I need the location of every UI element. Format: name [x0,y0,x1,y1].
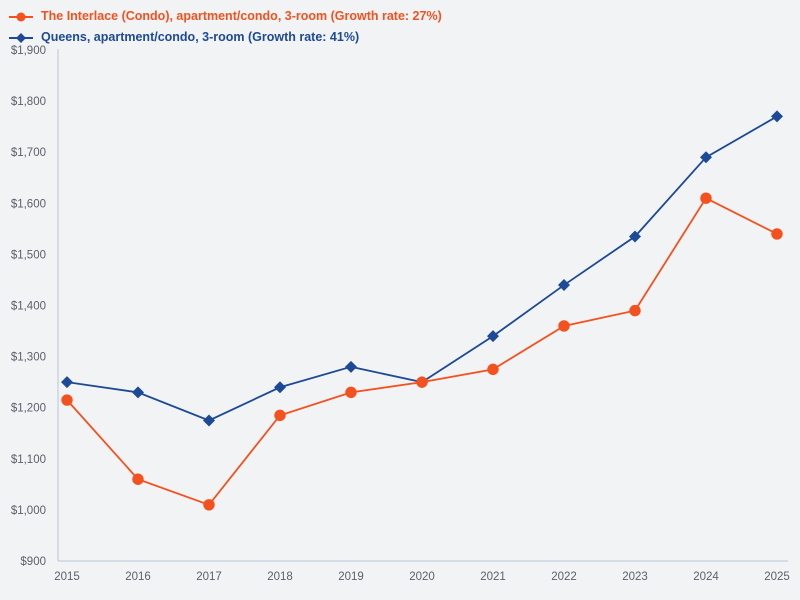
data-point-marker[interactable] [203,414,215,427]
data-point-marker[interactable] [132,386,144,399]
legend-item[interactable]: The Interlace (Condo), apartment/condo, … [8,7,442,26]
data-point-marker[interactable] [132,473,144,485]
data-point-marker[interactable] [700,192,712,204]
legend-label: The Interlace (Condo), apartment/condo, … [41,9,442,23]
circle-marker-icon [9,12,33,21]
diamond-marker-icon [9,32,33,43]
x-tick-label: 2017 [196,571,222,583]
data-point-marker[interactable] [274,409,286,422]
y-tick-label: $1,100 [11,454,46,466]
x-tick-label: 2025 [764,571,790,583]
data-point-marker[interactable] [487,330,499,343]
x-tick-label: 2020 [409,571,435,583]
x-tick-label: 2023 [622,571,648,583]
legend-label: Queens, apartment/condo, 3-room (Growth … [41,30,360,44]
data-point-marker[interactable] [629,304,641,317]
y-tick-label: $1,000 [11,505,46,517]
data-point-marker[interactable] [203,499,215,511]
y-tick-label: $1,500 [11,249,46,261]
series-line [66,197,778,506]
y-tick-label: $900 [20,556,46,568]
data-point-marker[interactable] [274,381,286,394]
x-tick-label: 2015 [54,571,80,583]
data-point-marker[interactable] [700,151,712,164]
legend-item[interactable]: Queens, apartment/condo, 3-room (Growth … [8,28,442,47]
data-point-marker[interactable] [345,386,357,399]
data-point-marker[interactable] [771,110,783,123]
y-tick-label: $1,200 [11,403,46,415]
x-tick-label: 2024 [693,571,719,583]
chart-legend: The Interlace (Condo), apartment/condo, … [8,7,442,47]
data-point-marker[interactable] [771,228,783,240]
x-tick-label: 2018 [267,571,293,583]
data-point-marker[interactable] [61,394,73,406]
data-point-marker[interactable] [345,360,357,373]
x-tick-label: 2021 [480,571,506,583]
y-tick-label: $1,700 [11,147,46,159]
x-tick-label: 2016 [125,571,151,583]
series-line [66,115,778,422]
data-point-marker[interactable] [629,230,641,243]
data-point-marker[interactable] [416,376,428,388]
y-tick-label: $1,900 [11,45,46,57]
y-tick-label: $1,300 [11,352,46,364]
y-tick-label: $1,800 [11,96,46,108]
y-tick-label: $1,600 [11,198,46,210]
x-tick-label: 2022 [551,571,577,583]
data-point-marker[interactable] [558,320,570,332]
data-point-marker[interactable] [558,279,570,292]
data-point-marker[interactable] [487,363,499,376]
data-point-marker[interactable] [61,376,73,389]
x-tick-label: 2019 [338,571,364,583]
y-tick-label: $1,400 [11,301,46,313]
